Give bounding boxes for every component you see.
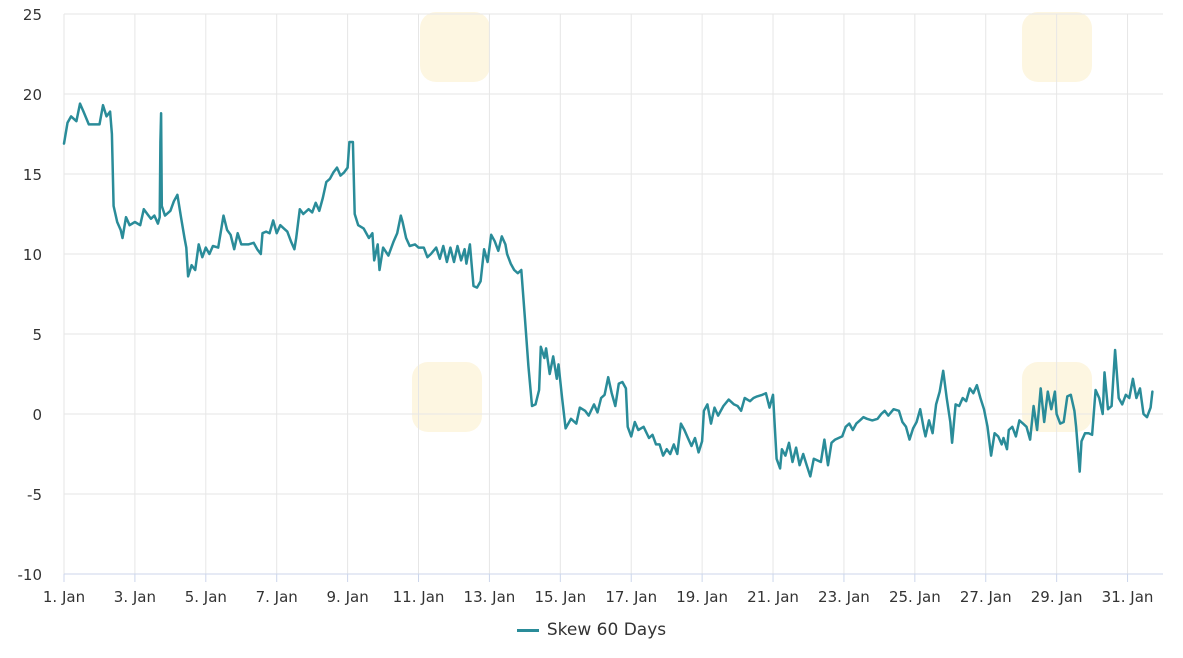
grid-lines bbox=[63, 13, 1163, 575]
x-tick-label: 3. Jan bbox=[114, 588, 156, 606]
x-tick-label: 15. Jan bbox=[534, 588, 586, 606]
y-axis: 25 20 15 10 5 0 -5 -10 bbox=[18, 6, 43, 584]
x-tick-label: 17. Jan bbox=[605, 588, 657, 606]
x-tick-label: 11. Jan bbox=[393, 588, 445, 606]
legend[interactable]: Skew 60 Days bbox=[0, 620, 1183, 640]
line-chart: 25 20 15 10 5 0 -5 -10 1. Jan 3. Jan 5. Jan 7. Jan… bbox=[18, 6, 1163, 606]
x-tick-label: 1. Jan bbox=[43, 588, 85, 606]
x-axis: 1. Jan 3. Jan 5. Jan 7. Jan 9. Jan 11. Jan 13.… bbox=[43, 573, 1163, 606]
legend-swatch bbox=[516, 628, 539, 632]
x-tick-label: 7. Jan bbox=[256, 588, 298, 606]
x-tick-label: 19. Jan bbox=[676, 588, 728, 606]
x-tick-label: 21. Jan bbox=[747, 588, 799, 606]
wikifx-watermark bbox=[412, 12, 1092, 432]
x-tick-label: 27. Jan bbox=[960, 588, 1012, 606]
y-tick-label: 15 bbox=[23, 166, 42, 184]
x-tick-label: 23. Jan bbox=[818, 588, 870, 606]
y-tick-label: 20 bbox=[23, 86, 42, 104]
y-tick-label: 10 bbox=[23, 246, 42, 264]
x-tick-label: 5. Jan bbox=[185, 588, 227, 606]
x-tick-label: 31. Jan bbox=[1102, 588, 1154, 606]
x-tick-label: 25. Jan bbox=[889, 588, 941, 606]
y-tick-label: 25 bbox=[23, 6, 42, 24]
legend-label: Skew 60 Days bbox=[546, 620, 667, 640]
series-line[interactable] bbox=[62, 102, 1154, 478]
x-tick-label: 13. Jan bbox=[464, 588, 516, 606]
y-tick-label: 5 bbox=[32, 326, 42, 344]
x-tick-label: 29. Jan bbox=[1031, 588, 1083, 606]
y-tick-label: 0 bbox=[32, 406, 42, 424]
series-skew-60-days bbox=[62, 102, 1154, 478]
y-tick-label: -5 bbox=[27, 486, 42, 504]
x-tick-label: 9. Jan bbox=[327, 588, 369, 606]
y-tick-label: -10 bbox=[18, 566, 43, 584]
